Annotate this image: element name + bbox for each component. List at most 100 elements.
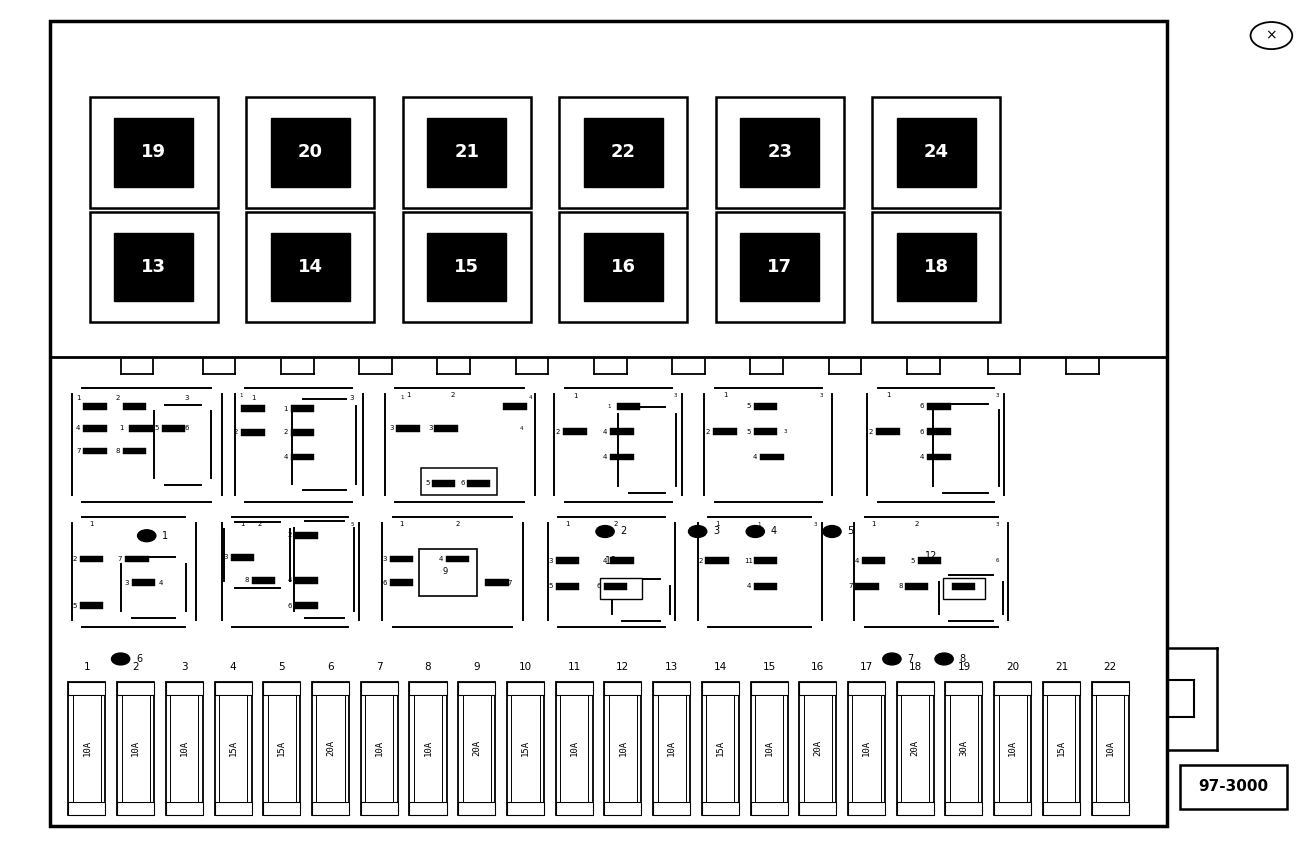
Text: 4: 4 [438,556,443,562]
Text: 2: 2 [287,532,292,539]
Bar [1091,801,1129,815]
Text: 5: 5 [548,583,553,590]
Text: 9: 9 [442,567,447,576]
Text: 3: 3 [223,554,228,561]
Bar [68,682,106,815]
Text: 18: 18 [923,257,949,276]
Bar [241,429,265,435]
Bar [115,233,193,301]
Text: 17: 17 [859,662,874,672]
Bar [610,557,634,564]
Bar [604,583,627,590]
Text: 19: 19 [957,662,970,672]
Bar [855,583,879,590]
Bar [263,682,300,815]
Text: 3: 3 [713,527,720,536]
Bar [604,801,642,815]
Bar [872,97,1000,208]
Text: 7: 7 [908,654,914,664]
Text: 20A: 20A [472,740,481,756]
Bar [413,695,442,801]
Bar [755,695,784,801]
Text: 10A: 10A [1008,740,1017,756]
Text: 20A: 20A [814,740,823,756]
Bar [50,21,1167,826]
Text: 5: 5 [910,557,915,564]
Text: 2: 2 [283,429,288,435]
Circle shape [111,653,129,665]
Text: 8: 8 [898,583,904,590]
Text: 15: 15 [763,662,776,672]
Text: 20: 20 [297,143,323,162]
Bar [263,682,300,695]
Text: 4: 4 [752,454,758,460]
Text: 10A: 10A [424,740,433,756]
Text: 1: 1 [283,406,288,412]
Bar [503,403,527,410]
Bar [171,695,198,801]
Text: 2: 2 [115,395,120,401]
Bar [215,682,252,815]
Text: ×: × [1266,29,1277,42]
Bar [559,97,687,208]
Text: 1: 1 [715,521,720,528]
Bar [901,695,930,801]
Text: 1: 1 [608,404,610,408]
Bar [421,468,497,495]
Text: 19: 19 [141,143,167,162]
Bar [905,583,928,590]
Bar [927,403,951,410]
Bar [1043,682,1080,695]
Text: 2: 2 [621,527,627,536]
Bar [945,682,982,815]
Text: 6: 6 [327,662,334,672]
Text: 11: 11 [745,557,752,564]
Bar [705,557,729,564]
Text: 4: 4 [854,557,859,564]
Text: 4: 4 [520,426,523,430]
Bar [556,557,579,564]
Bar [361,682,398,815]
Bar [702,682,739,815]
Bar [83,403,107,410]
Bar [434,425,458,432]
Bar [897,119,975,186]
Bar [716,212,844,322]
Bar [952,583,975,590]
Text: 10A: 10A [374,740,383,756]
Text: 4: 4 [76,425,81,431]
Bar [653,682,690,695]
Text: 7: 7 [848,583,853,590]
Bar [409,682,446,695]
Bar [121,695,150,801]
Text: 22: 22 [1103,662,1116,672]
Bar [162,425,185,432]
Bar [751,801,788,815]
Text: 1: 1 [572,393,578,399]
Text: 1: 1 [76,395,81,401]
Bar [563,429,587,435]
Text: 15A: 15A [1058,740,1065,756]
Bar [617,403,640,410]
Text: 5: 5 [154,425,159,431]
Circle shape [883,653,901,665]
Text: 4: 4 [602,454,608,460]
Bar [853,695,880,801]
Bar [317,695,344,801]
Bar [129,425,153,432]
Text: 1: 1 [885,392,891,398]
Text: 30A: 30A [960,740,969,756]
Text: 2: 2 [556,429,561,435]
Text: 15: 15 [454,257,480,276]
Text: 2: 2 [613,521,618,528]
Text: 6: 6 [919,429,925,435]
Bar [312,801,349,815]
Text: 24: 24 [923,143,949,162]
Bar [419,550,477,596]
Bar [68,801,106,815]
Bar [556,583,579,590]
Bar [295,532,318,539]
Bar [390,556,413,562]
Text: 4: 4 [771,527,777,536]
Bar [604,682,642,815]
